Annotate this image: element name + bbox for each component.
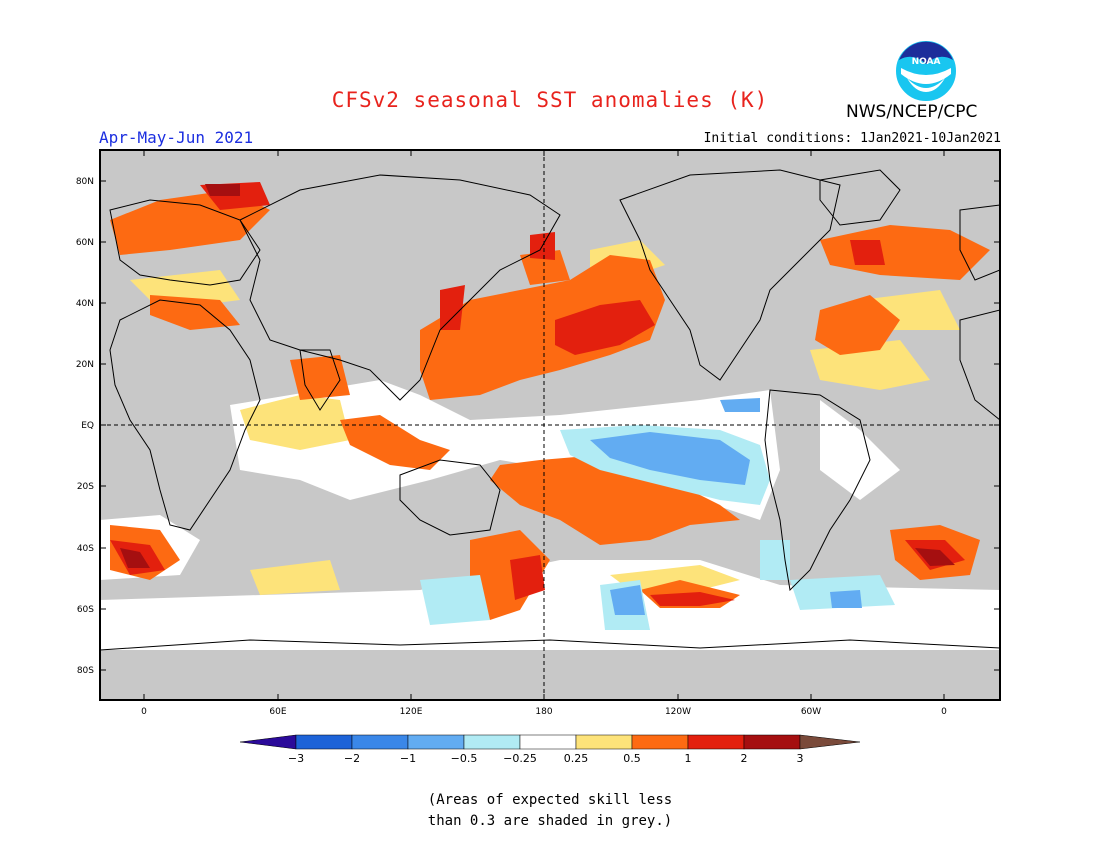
colorbar-swatch: [687, 734, 745, 750]
svg-text:NOAA: NOAA: [912, 57, 941, 67]
initial-conditions-label: Initial conditions: 1Jan2021-10Jan2021: [703, 131, 1001, 146]
skill-footnote: (Areas of expected skill less than 0.3 a…: [0, 790, 1100, 832]
lat-label: 40N: [76, 299, 94, 309]
colorbar-swatch: [351, 734, 409, 750]
lat-label: 60N: [76, 238, 94, 248]
season-label: Apr-May-Jun 2021: [99, 128, 254, 147]
colorbar-arrow-high: [799, 734, 861, 750]
sst-anomaly-map: 80N 60N 40N 20N EQ 20S 40S 60S 80S 0 60E 120E 180 12…: [76, 149, 1001, 717]
colorbar-label: −3: [288, 752, 304, 765]
map-title: CFSv2 seasonal SST anomalies (K): [331, 88, 769, 112]
colorbar-label: −1: [400, 752, 416, 765]
colorbar-label: 2: [741, 752, 748, 765]
lon-label: 120W: [665, 707, 691, 717]
agency-label: NWS/NCEP/CPC: [846, 102, 978, 122]
coastlines: [100, 169, 1000, 651]
colorbar-swatch: [519, 734, 577, 750]
neutral-ocean-regions: [100, 380, 1000, 650]
colorbar-swatch: [295, 734, 353, 750]
lon-label: 0: [941, 707, 947, 717]
colorbar-label: 3: [797, 752, 804, 765]
lon-label: 0: [141, 707, 147, 717]
footnote-line-1: (Areas of expected skill less: [427, 792, 673, 808]
colorbar-swatch: [631, 734, 689, 750]
colorbar-label: 1: [685, 752, 692, 765]
lon-label: 120E: [400, 707, 423, 717]
colorbar-label: 0.25: [564, 752, 589, 765]
colorbar-label: 0.5: [623, 752, 641, 765]
colorbar-swatch: [463, 734, 521, 750]
lat-label: 80S: [77, 666, 94, 676]
colorbar-swatch: [743, 734, 801, 750]
lat-label: 40S: [77, 544, 94, 554]
lon-label: 60E: [269, 707, 286, 717]
footnote-line-2: than 0.3 are shaded in grey.): [427, 813, 673, 829]
longitude-axis: 0 60E 120E 180 120W 60W 0: [141, 150, 947, 717]
lat-label: EQ: [81, 421, 94, 431]
lon-label: 60W: [801, 707, 821, 717]
colorbar: −3 −2 −1 −0.5 −0.25 0.25 0.5 1 2 3: [239, 734, 861, 765]
colorbar-label: −0.25: [503, 752, 537, 765]
lat-label: 20S: [77, 482, 94, 492]
lon-label: 180: [535, 707, 552, 717]
lat-label: 80N: [76, 177, 94, 187]
latitude-axis: 80N 60N 40N 20N EQ 20S 40S 60S 80S: [76, 177, 1000, 676]
anomaly-2-3: [120, 184, 955, 568]
anomaly-neg-0.5: [590, 398, 862, 615]
noaa-logo: NOAA: [894, 39, 958, 103]
colorbar-arrow-low: [239, 734, 297, 750]
lat-label: 60S: [77, 605, 94, 615]
colorbar-swatch: [407, 734, 465, 750]
colorbar-swatch: [575, 734, 633, 750]
colorbar-label: −0.5: [451, 752, 478, 765]
colorbar-label: −2: [344, 752, 360, 765]
lat-label: 20N: [76, 360, 94, 370]
